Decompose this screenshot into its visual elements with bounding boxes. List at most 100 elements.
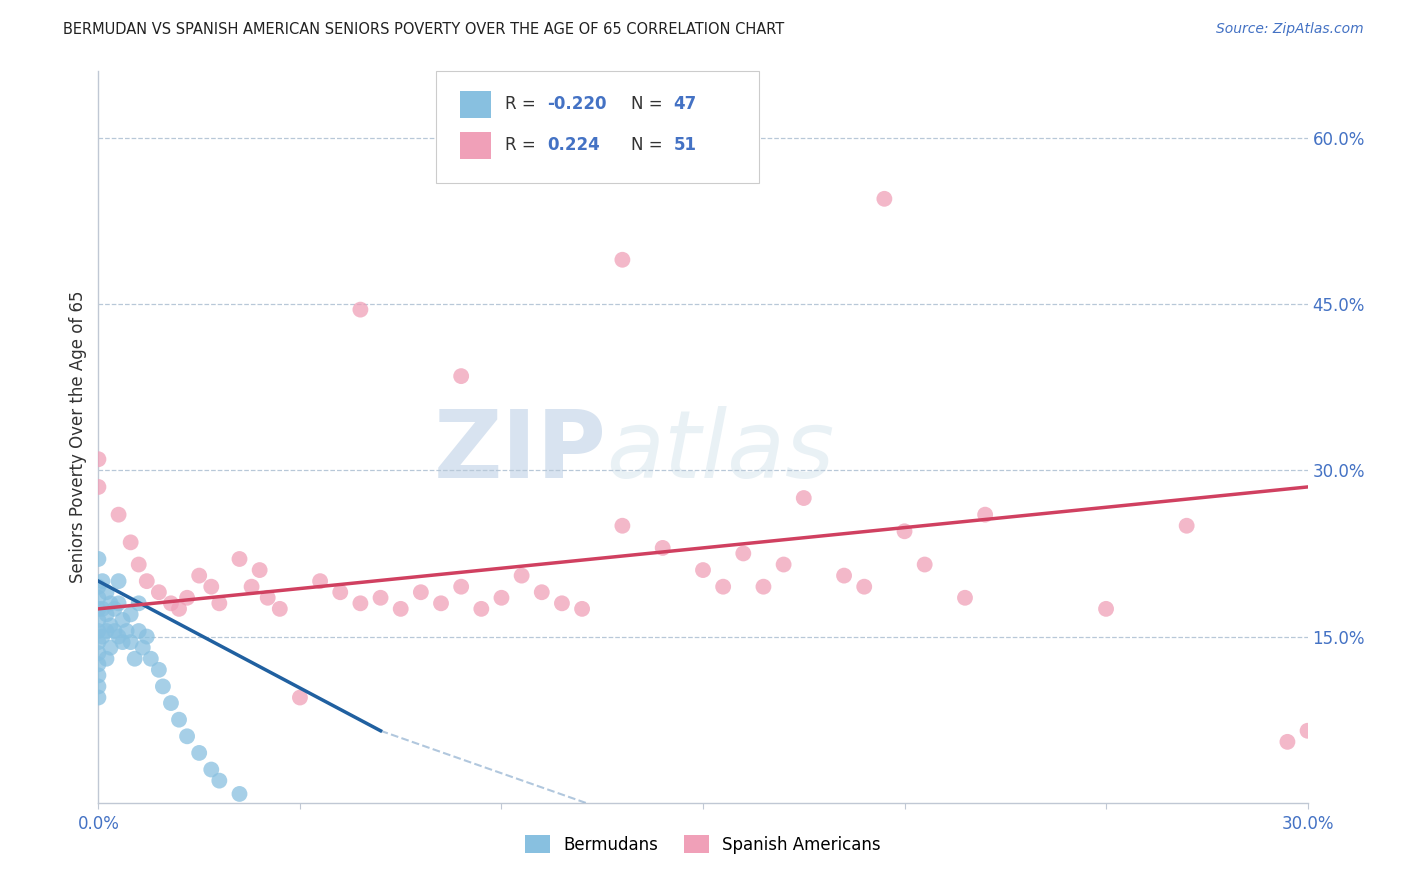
Point [450,580,472,594]
Point [87,602,110,616]
Text: N =: N = [631,95,668,113]
Point [329,585,352,599]
Point [752,580,775,594]
Point [107,630,129,644]
Point [309,574,332,589]
Point [111,613,134,627]
Text: Source: ZipAtlas.com: Source: ZipAtlas.com [1216,22,1364,37]
Point [612,518,634,533]
Point [176,591,198,605]
Point [1175,518,1198,533]
Text: ZIP: ZIP [433,406,606,498]
Point [200,763,222,777]
Point [167,713,190,727]
Text: 51: 51 [673,136,696,154]
Point [974,508,997,522]
Point [124,651,146,665]
Point [914,558,936,572]
Point [772,558,794,572]
Point [256,591,278,605]
Point [389,602,412,616]
Point [111,635,134,649]
Point [571,602,593,616]
Point [87,690,110,705]
Legend: Bermudans, Spanish Americans: Bermudans, Spanish Americans [519,829,887,860]
Point [651,541,673,555]
Point [103,602,125,616]
Point [349,596,371,610]
Point [1277,735,1299,749]
Point [692,563,714,577]
Point [91,574,114,589]
Point [430,596,453,610]
Point [491,591,513,605]
Point [115,624,138,638]
Point [349,302,371,317]
Point [87,680,110,694]
Point [228,787,250,801]
Point [135,574,157,589]
Point [269,602,291,616]
Point [120,607,142,622]
Point [87,646,110,660]
Point [87,480,110,494]
Point [370,591,392,605]
Point [470,602,492,616]
Point [107,508,129,522]
Point [733,546,755,560]
Point [120,635,142,649]
Point [288,690,311,705]
Point [91,630,114,644]
Text: 0.224: 0.224 [547,136,600,154]
Point [208,596,231,610]
Point [139,651,162,665]
Point [793,491,815,505]
Point [96,624,118,638]
Point [135,630,157,644]
Point [128,624,150,638]
Point [160,596,183,610]
Point [249,563,271,577]
Point [510,568,533,582]
Point [148,585,170,599]
Text: atlas: atlas [606,406,835,497]
Point [96,651,118,665]
Text: BERMUDAN VS SPANISH AMERICAN SENIORS POVERTY OVER THE AGE OF 65 CORRELATION CHAR: BERMUDAN VS SPANISH AMERICAN SENIORS POV… [63,22,785,37]
Point [128,596,150,610]
Point [167,602,190,616]
Point [200,580,222,594]
Point [893,524,915,539]
Point [176,729,198,743]
Point [551,596,574,610]
Point [612,252,634,267]
Point [100,640,122,655]
Point [240,580,263,594]
Text: N =: N = [631,136,668,154]
Point [100,596,122,610]
Point [87,452,110,467]
Point [853,580,876,594]
Point [188,568,211,582]
Point [100,618,122,632]
Point [409,585,432,599]
Point [188,746,211,760]
Text: R =: R = [505,95,541,113]
Point [953,591,976,605]
Point [87,657,110,672]
Point [873,192,896,206]
Point [87,624,110,638]
Point [450,369,472,384]
Point [96,607,118,622]
Point [87,613,110,627]
Point [1095,602,1118,616]
Point [132,640,155,655]
Point [228,552,250,566]
Point [103,624,125,638]
Point [87,668,110,682]
Point [152,680,174,694]
Point [530,585,553,599]
Point [148,663,170,677]
Point [208,773,231,788]
Point [107,574,129,589]
Point [96,585,118,599]
